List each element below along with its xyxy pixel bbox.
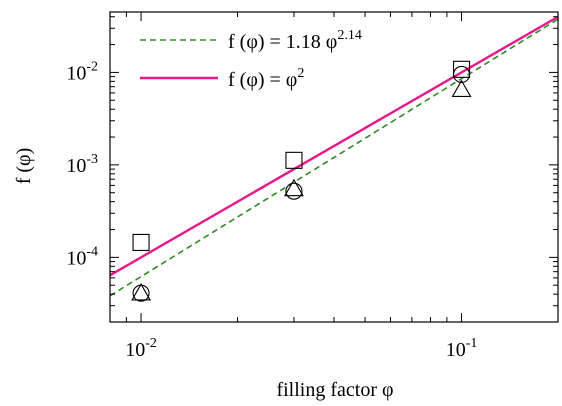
legend-label-square-main: f (φ) = φ xyxy=(228,69,297,91)
data-point-circle xyxy=(452,65,471,84)
y-tick-label-base: 10 xyxy=(66,155,86,177)
x-tick-label: 10-1 xyxy=(446,336,478,361)
axis-ticks xyxy=(109,12,559,323)
x-tick-label-base: 10 xyxy=(125,339,145,361)
plot-frame xyxy=(109,11,559,323)
data-point-triangle xyxy=(451,79,472,98)
legend-label-fit-main: f (φ) = 1.18 φ xyxy=(228,31,337,53)
legend-label-fit-exponent: 2.14 xyxy=(337,28,362,43)
data-markers xyxy=(131,60,472,302)
y-tick-label-exponent: -3 xyxy=(86,152,98,167)
y-tick-label-exponent: -4 xyxy=(86,244,98,259)
y-tick-label-exponent: -2 xyxy=(86,59,98,74)
fit-line-solid xyxy=(110,15,558,277)
x-axis-label: filling factor φ xyxy=(276,379,393,401)
y-tick-label-base: 10 xyxy=(66,247,86,269)
legend-label-fit: f (φ) = 1.18 φ2.14 xyxy=(228,28,362,53)
x-tick-label-exponent: -1 xyxy=(466,336,478,351)
data-point-square xyxy=(285,151,303,169)
data-point-square xyxy=(132,233,150,251)
legend-label-square-exponent: 2 xyxy=(297,66,304,81)
x-tick-label-exponent: -2 xyxy=(145,336,157,351)
data-point-triangle xyxy=(131,283,152,301)
legend: f (φ) = 1.18 φ2.14 f (φ) = φ2 xyxy=(140,28,362,91)
y-tick-label: 10-3 xyxy=(66,152,98,177)
y-tick-label-base: 10 xyxy=(66,62,86,84)
data-point-triangle xyxy=(284,178,304,197)
y-tick-label: 10-4 xyxy=(66,244,98,269)
data-point-circle xyxy=(285,182,303,200)
tick-labels: 10-2 10-110-410-310-2 xyxy=(66,59,477,361)
fit-line-dashed xyxy=(110,18,558,297)
x-tick-label-base: 10 xyxy=(446,339,466,361)
fit-lines xyxy=(110,15,558,297)
data-point-square xyxy=(452,60,471,78)
y-axis-label: f (φ) xyxy=(13,148,35,185)
legend-label-square: f (φ) = φ2 xyxy=(228,66,304,91)
y-tick-label: 10-2 xyxy=(66,59,98,84)
x-tick-label: 10-2 xyxy=(125,336,157,361)
